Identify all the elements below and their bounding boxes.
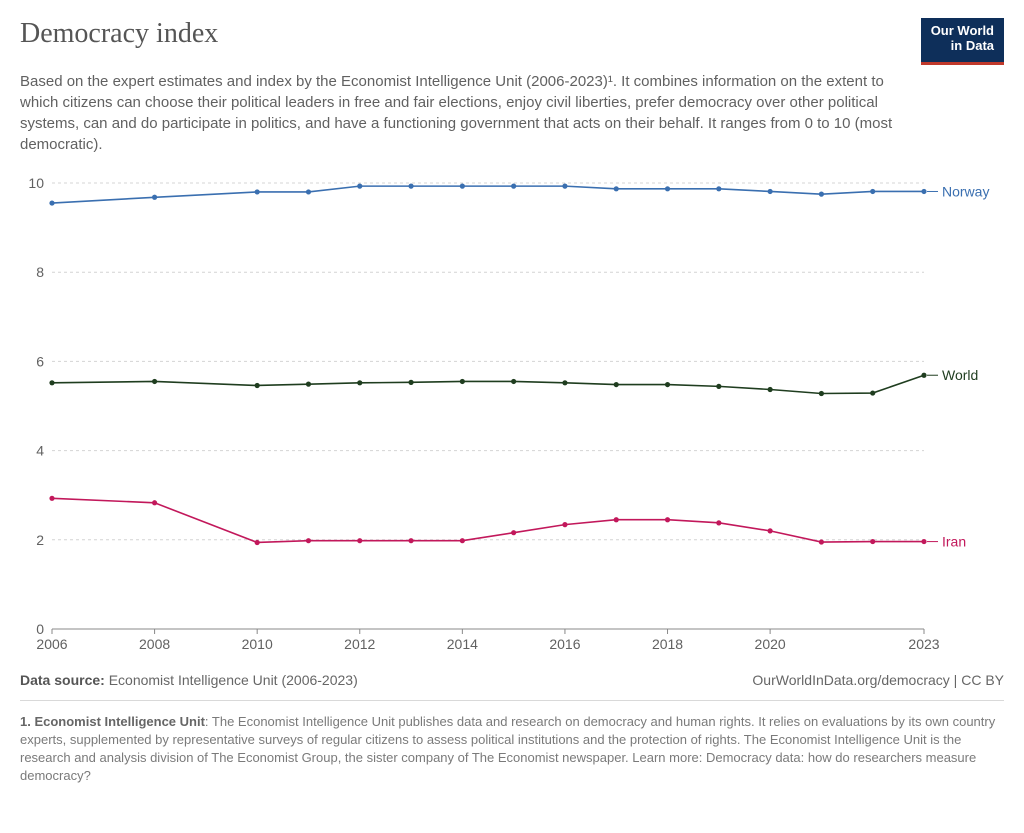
series-marker xyxy=(306,189,311,194)
x-tick-label: 2008 xyxy=(139,636,170,652)
footnote: 1. Economist Intelligence Unit: The Econ… xyxy=(20,713,1004,786)
series-marker xyxy=(152,379,157,384)
series-marker xyxy=(49,200,54,205)
series-marker xyxy=(870,539,875,544)
series-marker xyxy=(255,540,260,545)
series-marker xyxy=(562,380,567,385)
data-source: Data source: Economist Intelligence Unit… xyxy=(20,672,358,688)
series-marker xyxy=(255,189,260,194)
series-marker xyxy=(408,183,413,188)
series-marker xyxy=(614,517,619,522)
series-label: World xyxy=(942,367,978,383)
source-value: Economist Intelligence Unit (2006-2023) xyxy=(109,672,358,688)
y-tick-label: 2 xyxy=(36,532,44,548)
chart-subtitle: Based on the expert estimates and index … xyxy=(20,71,900,155)
series-marker xyxy=(870,390,875,395)
series-line-norway xyxy=(52,186,924,203)
y-tick-label: 8 xyxy=(36,264,44,280)
series-marker xyxy=(357,538,362,543)
series-marker xyxy=(460,379,465,384)
series-marker xyxy=(768,189,773,194)
page-title: Democracy index xyxy=(20,18,218,50)
series-marker xyxy=(408,538,413,543)
series-marker xyxy=(306,381,311,386)
series-marker xyxy=(408,380,413,385)
y-tick-label: 10 xyxy=(28,175,44,191)
y-tick-label: 6 xyxy=(36,353,44,369)
x-tick-label: 2014 xyxy=(447,636,478,652)
series-marker xyxy=(768,387,773,392)
series-marker xyxy=(511,379,516,384)
x-tick-label: 2020 xyxy=(755,636,786,652)
footnote-label: 1. Economist Intelligence Unit xyxy=(20,714,205,729)
series-marker xyxy=(511,183,516,188)
series-marker xyxy=(511,530,516,535)
series-marker xyxy=(665,186,670,191)
series-marker xyxy=(255,383,260,388)
series-marker xyxy=(614,382,619,387)
x-tick-label: 2016 xyxy=(549,636,580,652)
x-tick-label: 2018 xyxy=(652,636,683,652)
x-tick-label: 2006 xyxy=(36,636,67,652)
series-marker xyxy=(716,520,721,525)
x-tick-label: 2012 xyxy=(344,636,375,652)
series-marker xyxy=(614,186,619,191)
series-marker xyxy=(357,183,362,188)
x-tick-label: 2010 xyxy=(242,636,273,652)
chart-svg: 0 2 4 6 8 10 2006 2008 2010 2012 2014 2016 2018 2020 2… xyxy=(20,169,1004,659)
series-line-world xyxy=(52,375,924,393)
series-marker xyxy=(562,183,567,188)
source-label: Data source: xyxy=(20,672,105,688)
line-chart: 0 2 4 6 8 10 2006 2008 2010 2012 2014 2016 2018 2020 2… xyxy=(20,169,1004,664)
series-marker xyxy=(49,380,54,385)
x-tick-label: 2023 xyxy=(908,636,939,652)
series-marker xyxy=(460,538,465,543)
series-label: Iran xyxy=(942,533,966,549)
series-marker xyxy=(357,380,362,385)
series-marker xyxy=(819,539,824,544)
series-marker xyxy=(306,538,311,543)
owid-logo: Our World in Data xyxy=(921,18,1004,65)
series-marker xyxy=(460,183,465,188)
y-tick-label: 0 xyxy=(36,621,44,637)
series-marker xyxy=(716,384,721,389)
logo-line2: in Data xyxy=(931,39,994,54)
series-marker xyxy=(665,517,670,522)
y-tick-label: 4 xyxy=(36,442,44,458)
header-row: Democracy index Our World in Data xyxy=(20,18,1004,65)
series-marker xyxy=(716,186,721,191)
series-marker xyxy=(921,189,926,194)
series-marker xyxy=(562,522,567,527)
attribution: OurWorldInData.org/democracy | CC BY xyxy=(752,672,1004,688)
series-marker xyxy=(870,189,875,194)
series-marker xyxy=(665,382,670,387)
series-marker xyxy=(49,496,54,501)
chart-footer: Data source: Economist Intelligence Unit… xyxy=(20,672,1004,701)
series-marker xyxy=(819,191,824,196)
series-marker xyxy=(152,500,157,505)
series-line-iran xyxy=(52,498,924,542)
series-marker xyxy=(921,539,926,544)
series-marker xyxy=(819,391,824,396)
series-marker xyxy=(921,373,926,378)
series-marker xyxy=(152,195,157,200)
series-label: Norway xyxy=(942,183,989,199)
series-marker xyxy=(768,528,773,533)
logo-line1: Our World xyxy=(931,24,994,39)
